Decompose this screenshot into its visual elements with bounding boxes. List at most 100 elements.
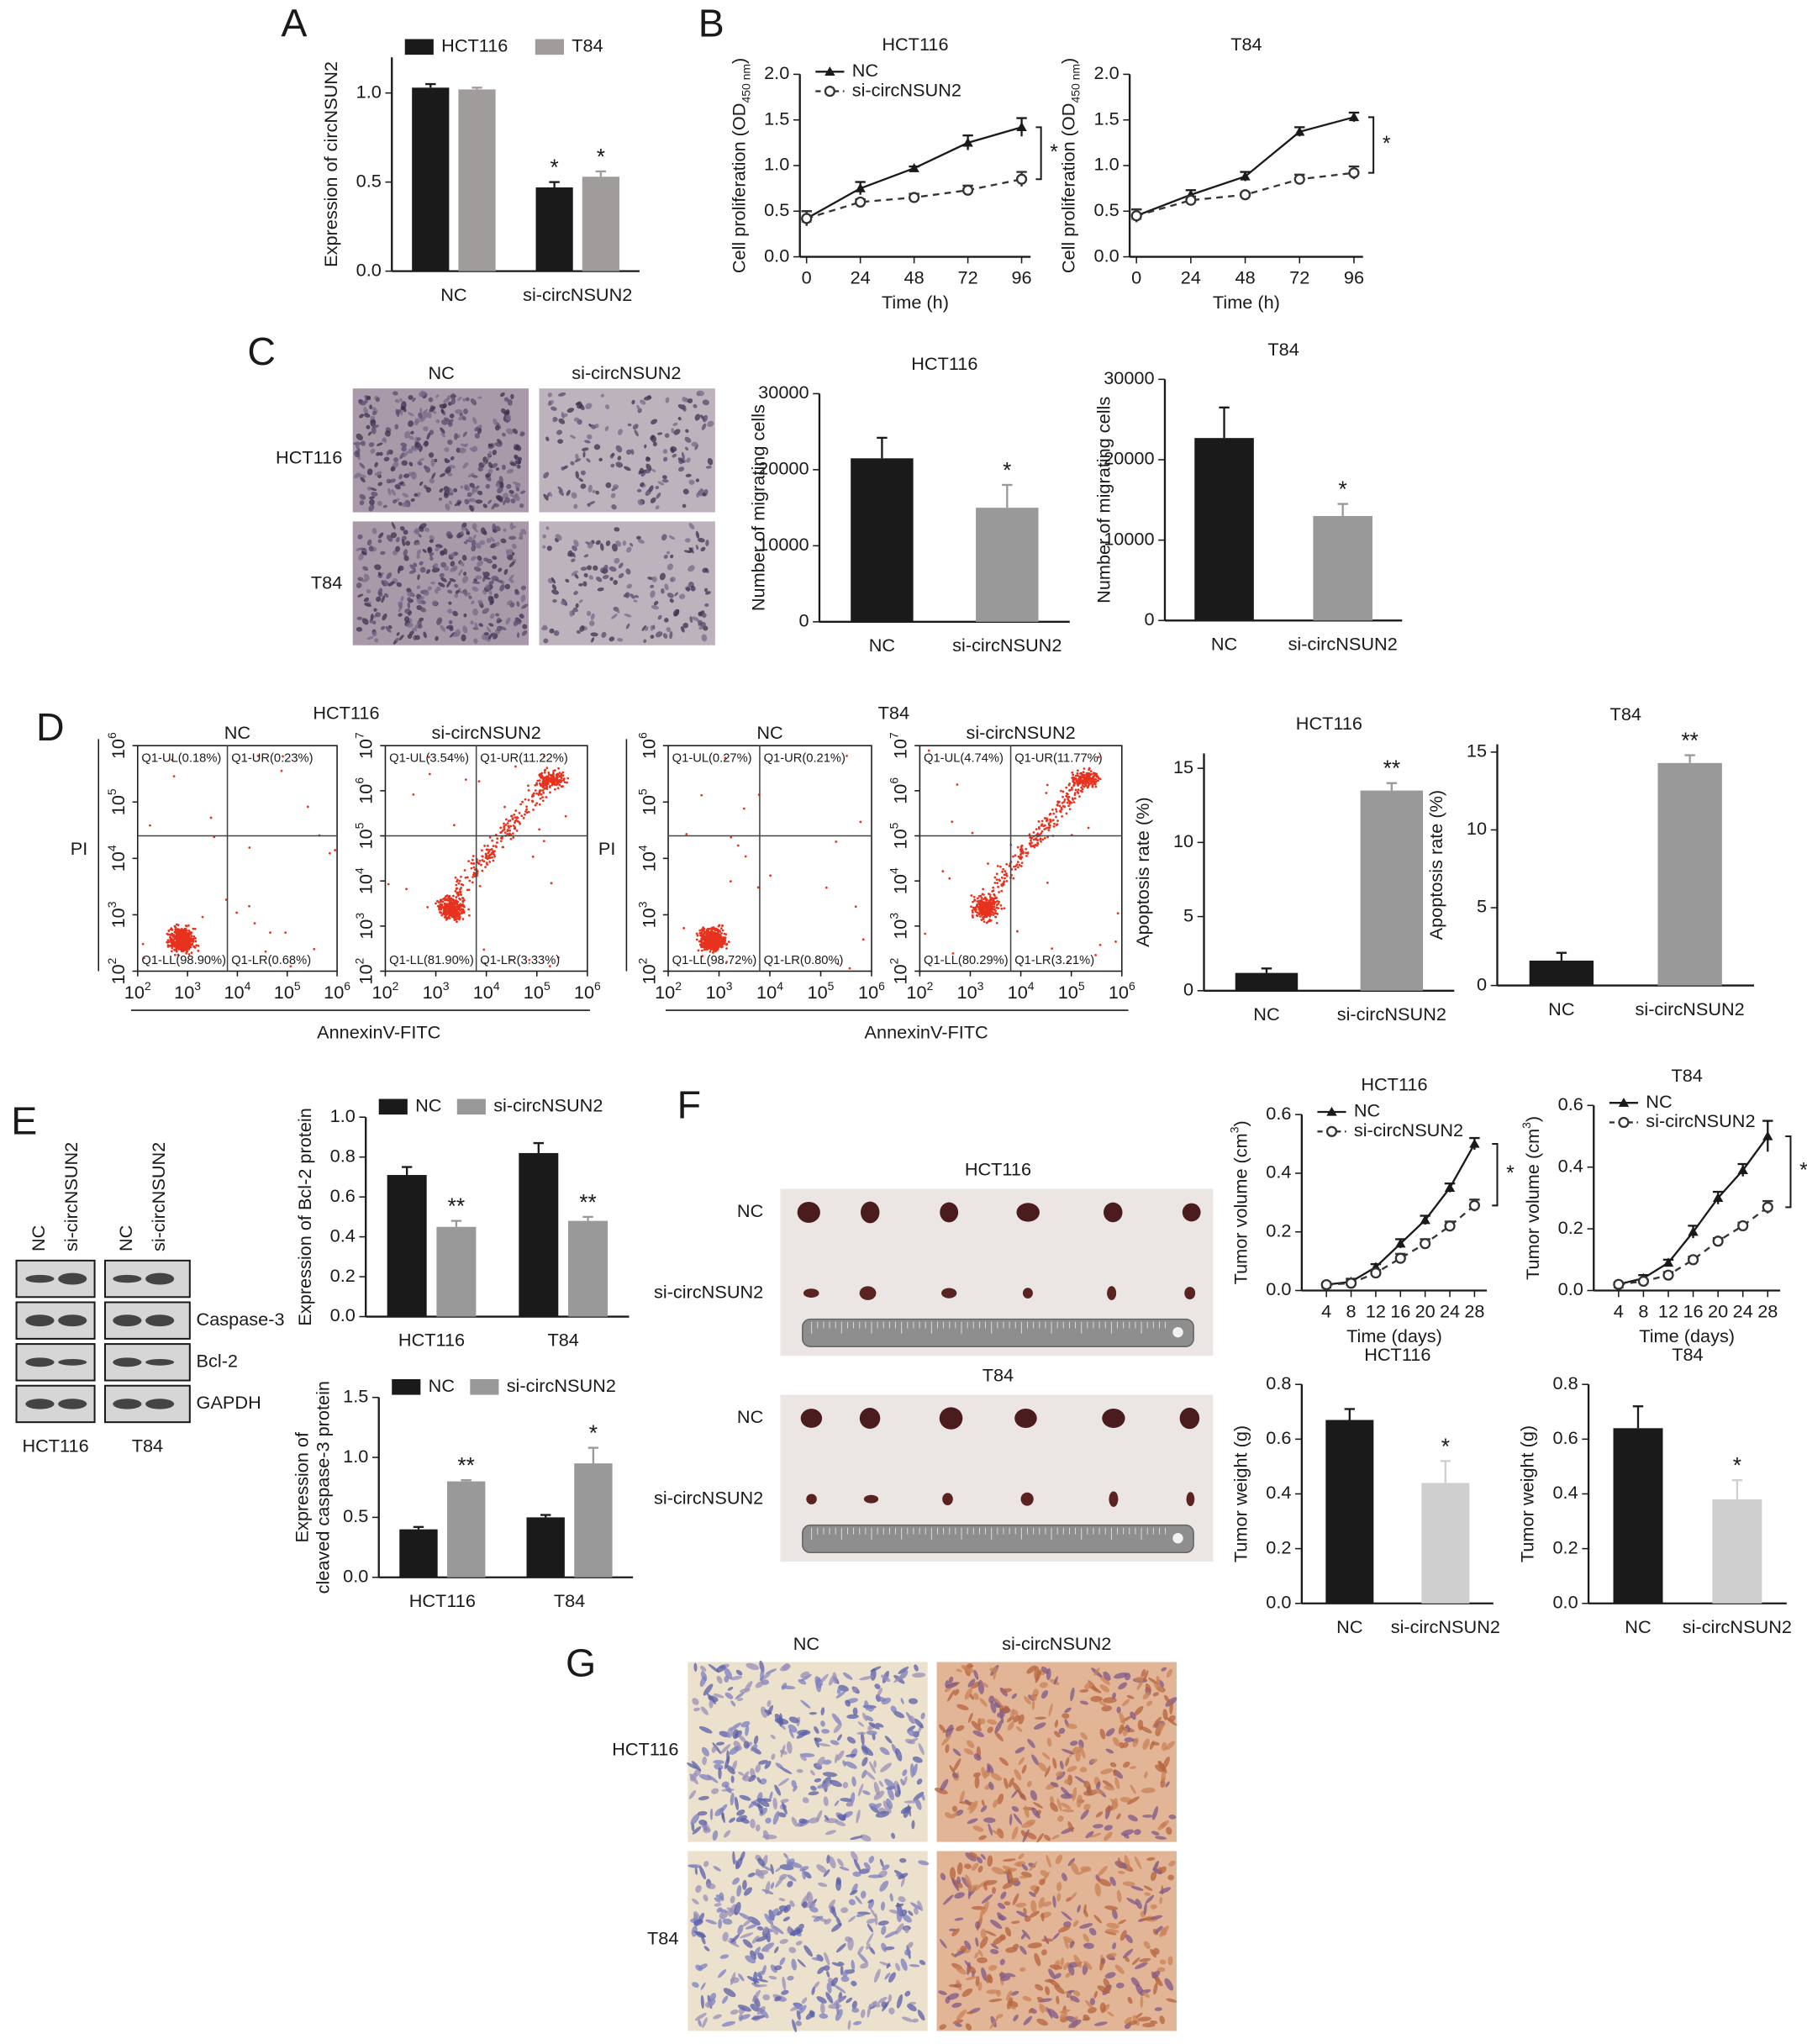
cell [614,527,620,532]
cell [770,1734,776,1740]
cell [458,416,463,421]
cell [850,1836,863,1841]
bar [526,1517,565,1578]
marker [824,66,835,76]
event-dot [711,932,714,935]
cell [388,478,397,483]
cell [1118,1682,1128,1690]
cell [366,539,372,546]
bar [1657,762,1722,986]
cell [895,1748,903,1762]
cell [410,498,415,503]
cell [823,1796,829,1807]
cell [1095,1811,1104,1818]
event-dot [997,902,1000,905]
cell [394,398,400,403]
cell [1067,1820,1074,1832]
cell [695,545,699,551]
cell [593,444,601,450]
cell [730,1675,743,1681]
bar [574,1463,613,1578]
cell [419,561,424,566]
significance: ** [457,1453,475,1478]
chart-title: HCT116 [882,34,948,55]
event-dot [489,848,492,851]
cell [912,2018,919,2023]
cell [390,532,398,539]
cell [637,499,643,506]
cell [429,406,436,413]
cell [833,1997,845,2005]
cell [1165,1716,1177,1726]
tick-exponent: 4 [245,979,251,993]
cell [418,624,423,629]
cell [656,493,661,499]
cell [1122,1741,1129,1748]
cell [571,558,576,562]
cell [757,1798,770,1807]
event-dot [682,926,686,930]
y-tick-label: 20000 [1104,448,1154,469]
y-tick-label: 0.6 [1552,1427,1578,1448]
event-dot [724,939,727,942]
cell [590,424,596,429]
chart-title: HCT116 [1361,1074,1427,1095]
event-dot [284,931,287,934]
quadrant-label: Q1-LL(81.90%) [389,954,474,967]
event-dot [558,783,561,787]
cell [424,440,429,447]
cell [1007,1721,1014,1731]
cell [721,1812,724,1820]
cell [514,617,521,624]
event-dot [721,936,724,940]
event-dot [706,937,709,940]
event-dot [459,888,461,891]
cell [408,570,417,574]
cell [920,1792,925,1801]
cell [730,1700,736,1707]
cell [611,504,617,510]
bar [1235,972,1299,991]
tick-exponent: 5 [828,979,835,993]
cell [864,1700,869,1711]
x-axis-label: Time (days) [1639,1325,1735,1346]
event-dot [977,899,981,903]
cell [380,551,386,556]
tick-base: 10 [423,982,443,1003]
cell [574,458,582,463]
cell [374,471,382,477]
cell [1009,1814,1013,1825]
cell [520,585,526,591]
cell [643,396,652,401]
cell [495,482,501,487]
tick-base: 10 [355,874,376,894]
cell [672,453,677,458]
cell [508,574,514,582]
cell [1053,1676,1058,1685]
cell [659,572,666,581]
cell [1104,1805,1114,1813]
cell [509,461,517,466]
cell [487,461,493,469]
cell [861,1757,868,1767]
event-dot [493,855,496,858]
event-dot [537,793,540,797]
event-dot [514,809,518,812]
cell [873,1782,880,1796]
cell [514,493,519,498]
cell [463,408,468,414]
y-axis-label-text: Tumor weight (g) [1516,1425,1537,1562]
cell [939,1724,946,1732]
event-dot [169,945,172,947]
event-dot [480,863,482,867]
event-dot [990,898,993,901]
cell [429,539,434,544]
cell [377,572,382,577]
cell [715,1741,725,1746]
event-dot [719,934,722,937]
cell [409,564,416,571]
cell [448,422,453,427]
cell [652,441,657,447]
cell [712,1742,722,1755]
cell [688,565,695,572]
